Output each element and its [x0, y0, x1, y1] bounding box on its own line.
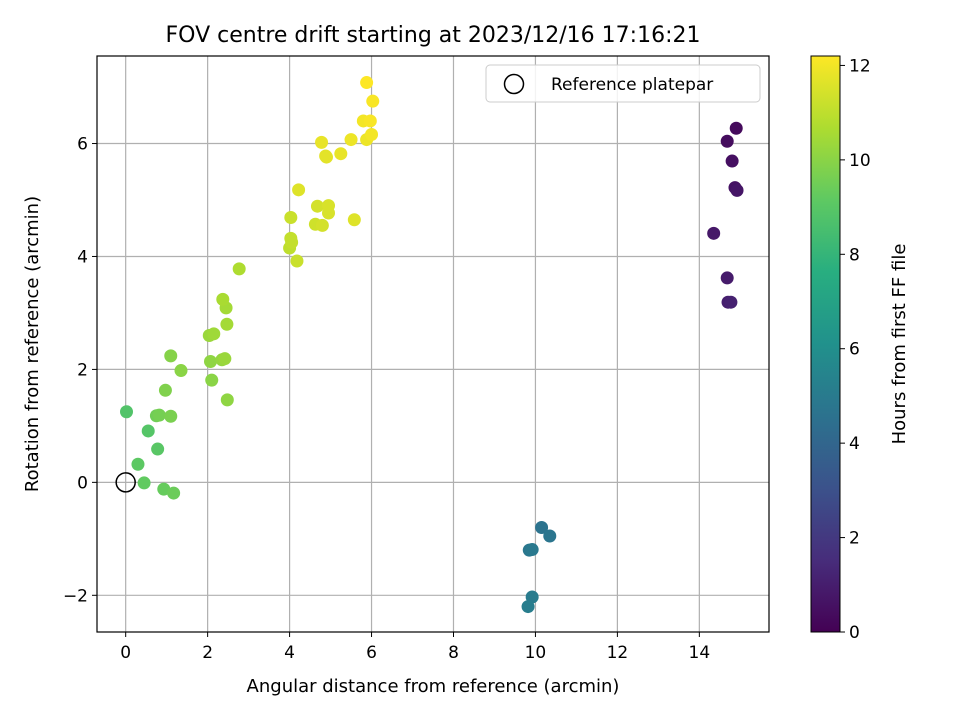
- x-tick-label: 2: [202, 643, 213, 663]
- chart-title: FOV centre drift starting at 2023/12/16 …: [166, 23, 701, 48]
- data-point: [207, 327, 221, 341]
- colorbar-ticks: 0 2 4 6 8 10 12: [840, 56, 871, 643]
- x-tick-label: 10: [525, 643, 547, 663]
- data-point: [707, 226, 721, 240]
- x-axis-ticks: 0 2 4 6 8 10 12 14: [120, 632, 710, 663]
- data-point: [315, 218, 329, 232]
- y-tick-label: 4: [77, 247, 88, 267]
- data-point: [164, 349, 178, 363]
- data-point: [360, 76, 374, 90]
- colorbar-tick-label: 12: [849, 56, 871, 76]
- plot-frame: [96, 55, 770, 633]
- data-point: [204, 355, 218, 369]
- data-point: [174, 364, 188, 378]
- x-tick-label: 14: [689, 643, 711, 663]
- colorbar-tick-label: 2: [849, 529, 860, 549]
- x-tick-label: 4: [284, 643, 295, 663]
- data-point: [167, 486, 181, 500]
- data-point: [205, 373, 219, 387]
- data-point: [720, 134, 734, 148]
- legend-box: [485, 64, 761, 103]
- data-point: [344, 133, 358, 147]
- y-tick-label: −2: [63, 586, 88, 606]
- reference-marker: [115, 472, 136, 493]
- x-tick-label: 6: [366, 643, 377, 663]
- data-point: [366, 94, 380, 108]
- colorbar-label: Hours from first FF file: [889, 244, 910, 445]
- grid-lines: [97, 56, 769, 632]
- data-point: [157, 482, 171, 496]
- data-point: [218, 352, 232, 366]
- x-tick-label: 8: [448, 643, 459, 663]
- data-point: [521, 600, 535, 614]
- data-point: [525, 543, 539, 557]
- data-point: [292, 183, 306, 197]
- data-point: [535, 521, 549, 535]
- data-point: [315, 135, 329, 149]
- data-point: [220, 317, 234, 331]
- colorbar-tick-label: 10: [849, 151, 871, 171]
- data-point: [158, 383, 172, 397]
- legend-label: Reference platepar: [551, 75, 713, 95]
- data-point: [284, 211, 298, 225]
- data-point: [724, 295, 738, 309]
- data-point: [120, 405, 134, 419]
- data-point: [319, 150, 333, 164]
- y-tick-label: 2: [77, 360, 88, 380]
- data-point: [141, 424, 155, 438]
- data-point: [220, 393, 234, 407]
- data-point: [152, 408, 166, 422]
- colorbar: [810, 55, 841, 633]
- y-axis-ticks: −2 0 2 4 6: [63, 135, 97, 606]
- data-point: [334, 147, 348, 161]
- data-point: [729, 121, 743, 135]
- data-point: [151, 442, 165, 456]
- data-point: [216, 292, 230, 306]
- data-point: [363, 114, 377, 128]
- data-point: [543, 529, 557, 543]
- data-point: [730, 183, 744, 197]
- data-point: [365, 127, 379, 141]
- data-point: [720, 271, 734, 285]
- x-tick-label: 12: [607, 643, 629, 663]
- data-point: [725, 154, 739, 168]
- data-point: [232, 262, 246, 276]
- y-axis-label: Rotation from reference (arcmin): [22, 196, 43, 492]
- colorbar-tick-label: 6: [849, 340, 860, 360]
- scatter-points: [115, 76, 744, 614]
- data-point: [131, 457, 145, 471]
- y-tick-label: 6: [77, 135, 88, 155]
- colorbar-tick-label: 8: [849, 245, 860, 265]
- data-point: [347, 213, 361, 227]
- data-point: [290, 254, 304, 268]
- data-point: [284, 231, 298, 245]
- x-tick-label: 0: [120, 643, 131, 663]
- data-point: [137, 476, 151, 490]
- x-axis-label: Angular distance from reference (arcmin): [247, 676, 620, 697]
- colorbar-tick-label: 0: [849, 623, 860, 643]
- y-tick-label: 0: [77, 473, 88, 493]
- colorbar-tick-label: 4: [849, 434, 860, 454]
- legend: Reference platepar: [485, 64, 761, 103]
- data-point: [310, 199, 324, 213]
- data-point: [322, 206, 336, 220]
- legend-reference-marker: [503, 73, 525, 95]
- data-point: [164, 409, 178, 423]
